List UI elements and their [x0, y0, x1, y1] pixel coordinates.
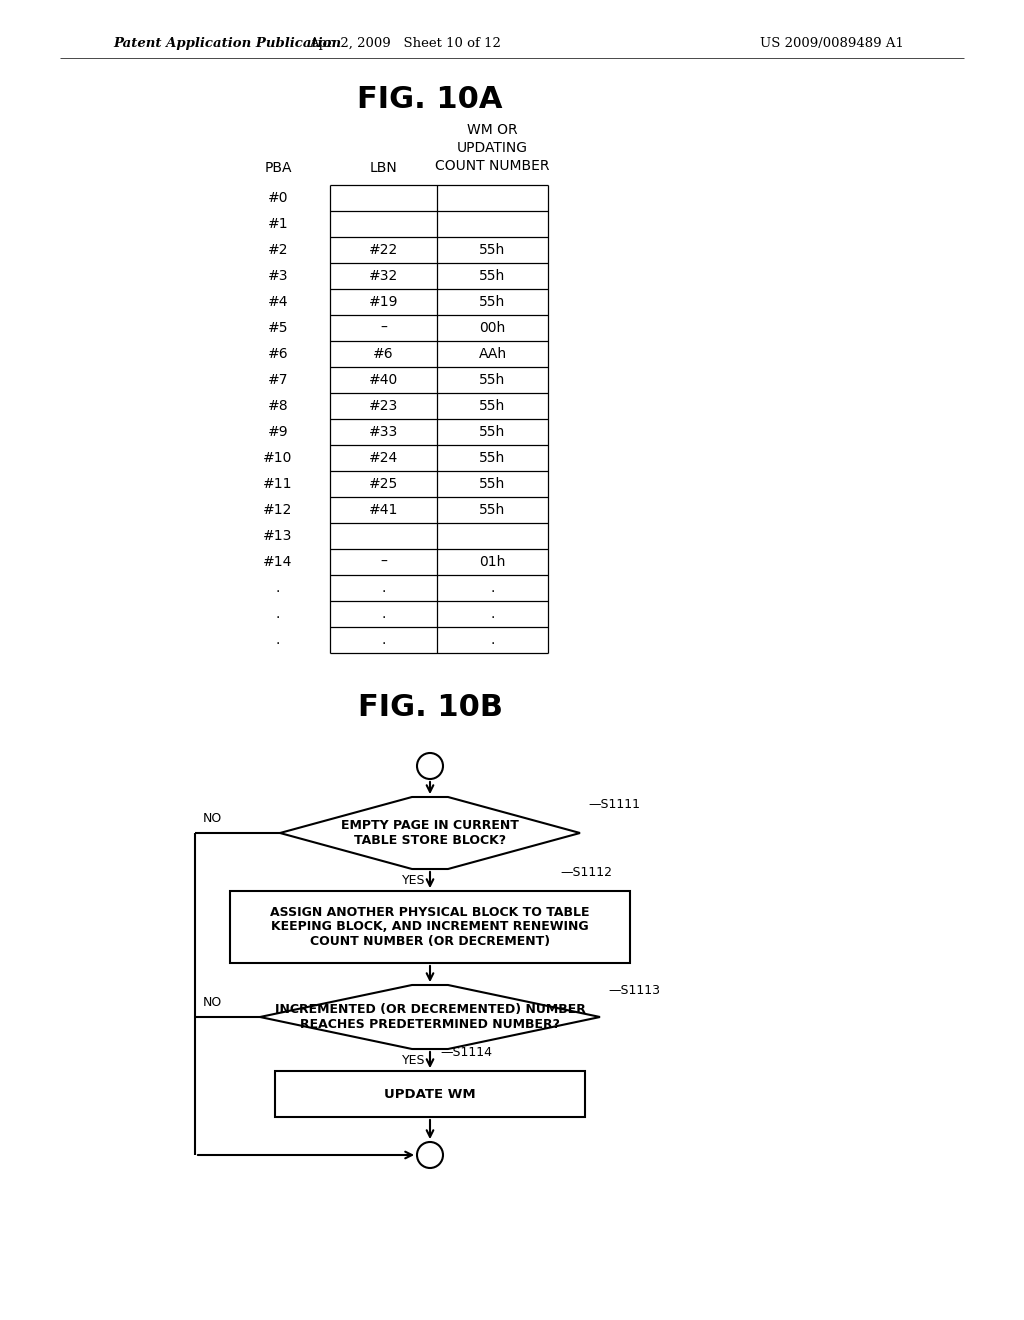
Text: UPDATING: UPDATING	[457, 141, 527, 154]
Text: .: .	[381, 607, 386, 620]
Text: –: –	[380, 554, 387, 569]
Text: NO: NO	[203, 813, 222, 825]
Text: 55h: 55h	[479, 243, 506, 257]
Polygon shape	[280, 797, 580, 869]
Text: Apr. 2, 2009   Sheet 10 of 12: Apr. 2, 2009 Sheet 10 of 12	[309, 37, 501, 50]
Text: #13: #13	[263, 529, 293, 543]
Circle shape	[417, 752, 443, 779]
Text: .: .	[490, 581, 495, 595]
Text: .: .	[275, 581, 281, 595]
Text: #10: #10	[263, 451, 293, 465]
Text: UPDATE WM: UPDATE WM	[384, 1088, 476, 1101]
Text: #0: #0	[267, 191, 288, 205]
Text: YES: YES	[401, 874, 425, 887]
Text: .: .	[381, 634, 386, 647]
Text: #25: #25	[369, 477, 398, 491]
Text: .: .	[275, 607, 281, 620]
Text: #14: #14	[263, 554, 293, 569]
Text: 55h: 55h	[479, 374, 506, 387]
Text: Patent Application Publication: Patent Application Publication	[113, 37, 341, 50]
Text: #23: #23	[369, 399, 398, 413]
Text: 00h: 00h	[479, 321, 506, 335]
Text: —S1113: —S1113	[608, 983, 660, 997]
Text: .: .	[490, 634, 495, 647]
Text: PBA: PBA	[264, 161, 292, 176]
Text: #3: #3	[267, 269, 288, 282]
Text: #41: #41	[369, 503, 398, 517]
Text: COUNT NUMBER: COUNT NUMBER	[435, 158, 549, 173]
Text: NO: NO	[203, 997, 222, 1010]
Text: 55h: 55h	[479, 425, 506, 440]
Text: 01h: 01h	[479, 554, 506, 569]
Polygon shape	[260, 985, 600, 1049]
Text: #8: #8	[267, 399, 289, 413]
Text: —S1112: —S1112	[560, 866, 612, 879]
Text: #33: #33	[369, 425, 398, 440]
Text: #11: #11	[263, 477, 293, 491]
Text: WM OR: WM OR	[467, 123, 517, 137]
Text: 55h: 55h	[479, 399, 506, 413]
FancyBboxPatch shape	[230, 891, 630, 964]
Text: FIG. 10B: FIG. 10B	[357, 693, 503, 722]
Text: 55h: 55h	[479, 503, 506, 517]
Text: #40: #40	[369, 374, 398, 387]
Text: ASSIGN ANOTHER PHYSICAL BLOCK TO TABLE
KEEPING BLOCK, AND INCREMENT RENEWING
COU: ASSIGN ANOTHER PHYSICAL BLOCK TO TABLE K…	[270, 906, 590, 949]
Text: –: –	[380, 321, 387, 335]
Text: .: .	[490, 607, 495, 620]
Text: 55h: 55h	[479, 477, 506, 491]
Text: —S1111: —S1111	[588, 799, 640, 812]
Text: YES: YES	[401, 1053, 425, 1067]
Text: #19: #19	[369, 294, 398, 309]
Text: #12: #12	[263, 503, 293, 517]
FancyBboxPatch shape	[275, 1071, 585, 1117]
Text: #7: #7	[267, 374, 288, 387]
Text: 55h: 55h	[479, 294, 506, 309]
Text: #4: #4	[267, 294, 288, 309]
Text: .: .	[381, 581, 386, 595]
Text: #24: #24	[369, 451, 398, 465]
Text: FIG. 10A: FIG. 10A	[357, 86, 503, 115]
Text: 55h: 55h	[479, 269, 506, 282]
Text: #2: #2	[267, 243, 288, 257]
Text: EMPTY PAGE IN CURRENT
TABLE STORE BLOCK?: EMPTY PAGE IN CURRENT TABLE STORE BLOCK?	[341, 818, 519, 847]
Text: LBN: LBN	[370, 161, 397, 176]
Text: —S1114: —S1114	[440, 1045, 492, 1059]
Text: #1: #1	[267, 216, 289, 231]
Text: #6: #6	[267, 347, 289, 360]
Circle shape	[417, 1142, 443, 1168]
Text: INCREMENTED (OR DECREMENTED) NUMBER
REACHES PREDETERMINED NUMBER?: INCREMENTED (OR DECREMENTED) NUMBER REAC…	[274, 1003, 586, 1031]
Text: US 2009/0089489 A1: US 2009/0089489 A1	[760, 37, 904, 50]
Text: #32: #32	[369, 269, 398, 282]
Text: #6: #6	[373, 347, 394, 360]
Text: 55h: 55h	[479, 451, 506, 465]
Text: #5: #5	[267, 321, 288, 335]
Text: #22: #22	[369, 243, 398, 257]
Text: #9: #9	[267, 425, 289, 440]
Text: AAh: AAh	[478, 347, 507, 360]
Text: .: .	[275, 634, 281, 647]
